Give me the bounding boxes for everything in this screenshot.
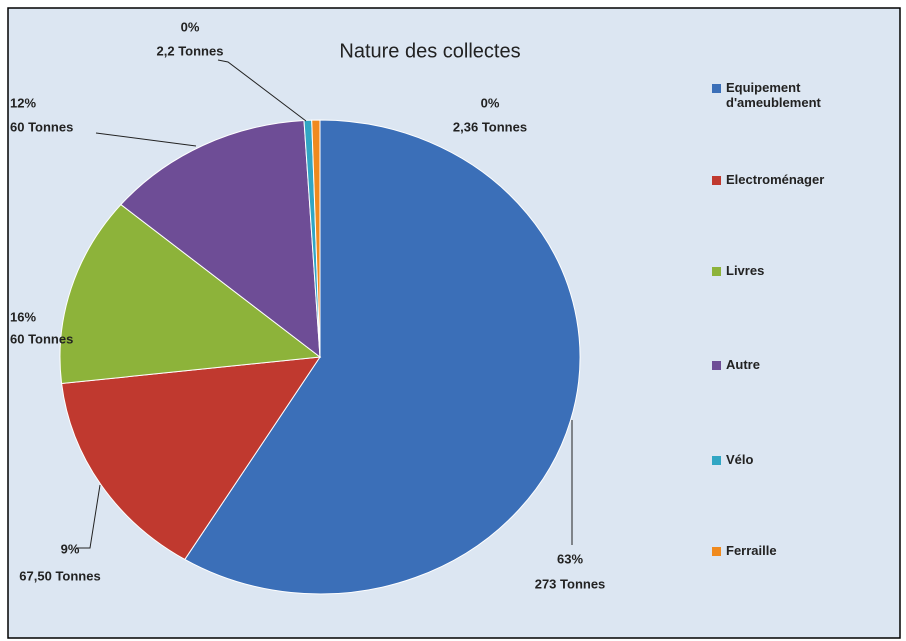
legend-item: Ferraille [712, 543, 892, 558]
legend-label: Vélo [726, 452, 754, 467]
value-label: 273 Tonnes [535, 576, 606, 591]
pie-slice [59, 203, 322, 385]
value-label: 2,36 Tonnes [453, 119, 527, 134]
value-label: 60 Tonnes [10, 119, 73, 134]
percent-label: 12% [10, 95, 36, 110]
legend-label: Livres [726, 263, 765, 278]
chart-title: Nature des collectes [339, 40, 520, 62]
pie-slice [311, 119, 321, 358]
legend-swatch [712, 547, 721, 556]
legend-item: Equipement d'ameublement [712, 80, 892, 110]
legend-label: Equipement d'ameublement [726, 80, 821, 110]
pie-slice [184, 119, 581, 595]
legend-swatch [712, 176, 721, 185]
legend-item: Electroménager [712, 172, 892, 187]
percent-label: 63% [557, 551, 583, 566]
percent-label: 16% [10, 309, 36, 324]
legend-swatch [712, 84, 721, 93]
percent-label: 9% [61, 541, 80, 556]
leader-line [76, 484, 101, 549]
legend-label: Electroménager [726, 172, 825, 187]
legend-label: Ferraille [726, 543, 777, 558]
pie-slice [120, 119, 321, 359]
leader-line [95, 132, 197, 147]
pie [59, 119, 581, 595]
leader-line [217, 59, 307, 122]
legend-label: Autre [726, 357, 760, 372]
legend-swatch [712, 361, 721, 370]
data-labels: 63% 273 Tonnes 9% 67,50 Tonnes 16% 60 Tonnes 1… [10, 19, 605, 591]
value-label: 2,2 Tonnes [157, 43, 224, 58]
percent-label: 0% [181, 19, 200, 34]
legend-swatch [712, 267, 721, 276]
value-label: 67,50 Tonnes [19, 568, 100, 583]
pie-slice [61, 356, 322, 561]
percent-label: 0% [481, 95, 500, 110]
legend-item: Autre [712, 357, 892, 372]
legend-item: Livres [712, 263, 892, 278]
legend-item: Vélo [712, 452, 892, 467]
legend-swatch [712, 456, 721, 465]
value-label: 60 Tonnes [10, 331, 73, 346]
